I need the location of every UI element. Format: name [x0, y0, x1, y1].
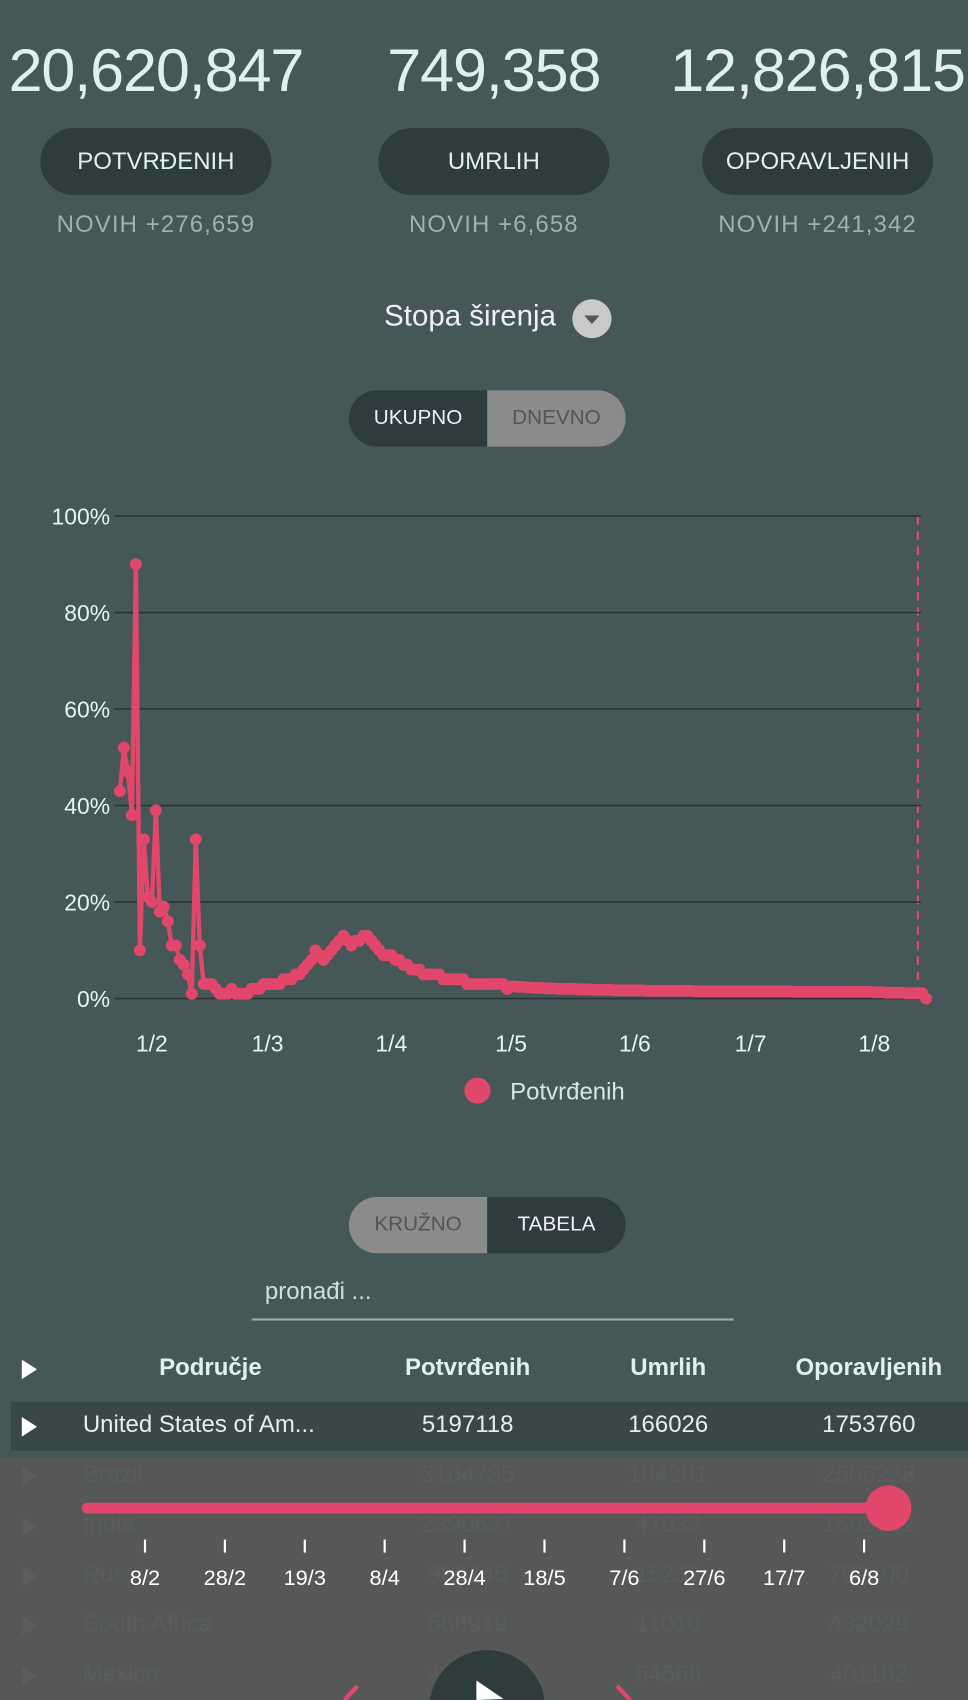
legend-label: Potvrđenih	[510, 1078, 625, 1105]
column-header[interactable]: Potvrđenih	[405, 1353, 531, 1381]
column-header[interactable]: Umrlih	[630, 1353, 707, 1381]
point	[189, 833, 202, 846]
timeline-label: 28/4	[443, 1565, 485, 1590]
toggle-option[interactable]: KRUŽNO	[348, 1196, 488, 1254]
timeline-label: 27/6	[683, 1565, 725, 1590]
point	[185, 987, 198, 1000]
point	[161, 915, 174, 928]
x-tick-label: 1/4	[375, 1031, 407, 1057]
y-tick-label: 0%	[77, 986, 110, 1012]
x-tick-label: 1/5	[495, 1031, 527, 1057]
prev-button[interactable]	[342, 1684, 360, 1700]
legend-marker	[464, 1077, 491, 1104]
point	[117, 741, 130, 754]
toggle: KRUŽNO TABELA	[348, 1196, 626, 1254]
point	[149, 804, 162, 817]
timeline-label: 18/5	[523, 1565, 565, 1590]
point	[169, 939, 182, 952]
y-tick-label: 60%	[64, 697, 110, 723]
expand-icon[interactable]	[20, 1357, 40, 1386]
point	[193, 939, 206, 952]
point	[145, 896, 158, 909]
column-header[interactable]: Oporavljenih	[795, 1353, 943, 1381]
next-button[interactable]	[615, 1684, 632, 1700]
stat-button[interactable]: UMRLIH	[378, 127, 610, 196]
stat-button[interactable]: POTVRĐENIH	[40, 127, 272, 196]
timeline: 8/2 28/2 19/3 8/4 28/4 18/5 7/6 27/6 17/7 6/8	[81, 1485, 912, 1700]
stat-new: NOVIH +241,342	[718, 210, 917, 238]
line	[117, 562, 928, 1000]
point	[133, 944, 146, 957]
x-tick-label: 1/8	[858, 1031, 890, 1057]
toggle-option[interactable]: TABELA	[487, 1196, 626, 1254]
stat-value: 749,358	[387, 35, 601, 105]
column-header[interactable]: Područje	[159, 1353, 262, 1381]
timeline-label: 17/7	[763, 1565, 805, 1590]
point	[125, 809, 138, 822]
stat-new: NOVIH +6,658	[408, 210, 579, 238]
table-cell: 5197118	[421, 1410, 514, 1438]
stat-button[interactable]: OPORAVLJENIH	[702, 127, 934, 196]
y-tick-label: 100%	[52, 504, 111, 530]
timeline-label: 19/3	[284, 1565, 326, 1590]
stat-value: 20,620,847	[8, 35, 305, 105]
point	[181, 968, 194, 981]
expand-icon[interactable]	[20, 1415, 40, 1444]
table-cell: 1753760	[822, 1410, 916, 1438]
timeline-label: 7/6	[609, 1565, 639, 1590]
table-cell: 166026	[628, 1410, 709, 1438]
point	[129, 558, 142, 571]
point	[920, 992, 933, 1005]
x-tick-label: 1/6	[619, 1031, 651, 1057]
row-highlight	[10, 1401, 968, 1451]
point	[113, 785, 126, 798]
y-tick-label: 80%	[64, 600, 110, 626]
dropdown-button[interactable]	[572, 299, 612, 339]
toggle-option[interactable]: UKUPNO	[348, 390, 488, 447]
x-tick-label: 1/3	[252, 1031, 284, 1057]
x-tick-label: 1/2	[136, 1031, 168, 1057]
y-tick-label: 20%	[64, 890, 110, 916]
point	[137, 833, 150, 846]
slider-knob[interactable]	[865, 1485, 912, 1531]
search-input[interactable]: pronađi ...	[251, 1277, 734, 1321]
stat-value: 12,826,815	[670, 35, 966, 105]
toggle-option[interactable]: DNEVNO	[487, 390, 626, 447]
point	[177, 958, 190, 971]
timeline-label: 8/2	[130, 1565, 160, 1590]
play-icon	[476, 1680, 504, 1700]
timeline-label: 28/2	[204, 1565, 246, 1590]
table-cell: United States of Am...	[82, 1410, 315, 1438]
chart: 0% 20% 40% 60% 80% 100% 1/2 1/3 1/4 1/5 1/6 1/7 1/8 P…	[52, 504, 933, 1105]
y-tick-label: 40%	[64, 793, 110, 819]
stat-new: NOVIH +276,659	[56, 210, 256, 238]
point	[157, 900, 170, 913]
toggle: UKUPNO DNEVNO	[348, 390, 626, 447]
x-tick-label: 1/7	[735, 1031, 767, 1057]
metric-select[interactable]: Stopa širenja	[384, 299, 556, 332]
timeline-label: 8/4	[370, 1565, 400, 1590]
point	[121, 765, 134, 778]
timeline-label: 6/8	[849, 1565, 879, 1590]
play-button[interactable]	[429, 1650, 545, 1700]
